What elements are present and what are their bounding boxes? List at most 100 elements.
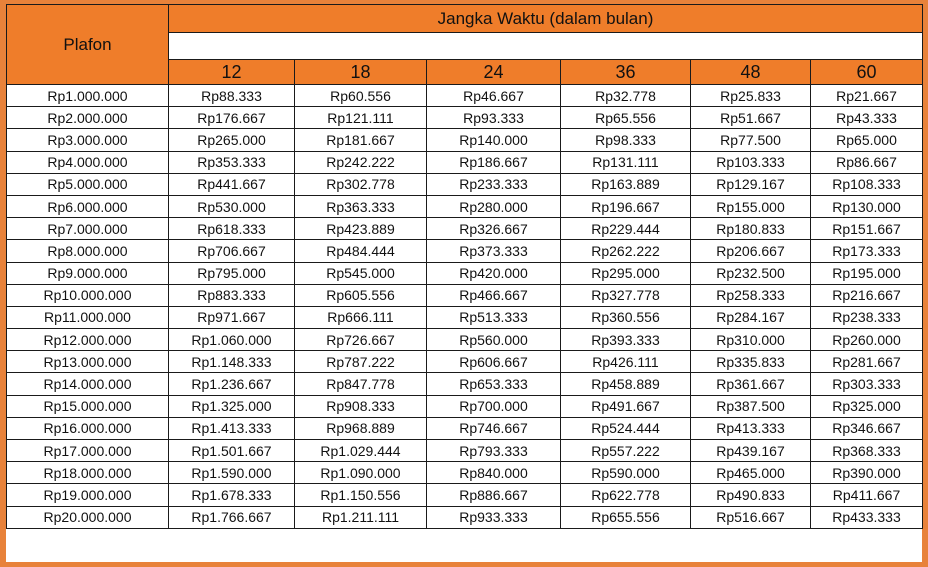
installment-cell: Rp181.667 xyxy=(294,128,427,152)
installment-cell: Rp93.333 xyxy=(426,106,561,130)
plafon-cell: Rp5.000.000 xyxy=(6,172,169,196)
installment-cell: Rp195.000 xyxy=(809,261,924,285)
table-row: Rp11.000.000 Rp971.667 Rp666.111 Rp513.333 R… xyxy=(6,305,924,330)
plafon-cell: Rp12.000.000 xyxy=(6,328,169,352)
installment-cell: Rp1.090.000 xyxy=(294,461,427,485)
installment-cell: Rp108.333 xyxy=(809,172,924,196)
plafon-cell: Rp15.000.000 xyxy=(6,394,169,418)
plafon-cell: Rp1.000.000 xyxy=(6,83,169,108)
installment-cell: Rp155.000 xyxy=(690,194,811,219)
installment-cell: Rp387.500 xyxy=(690,394,811,418)
installment-cell: Rp131.111 xyxy=(560,150,691,174)
installment-cell: Rp335.833 xyxy=(690,350,811,374)
installment-cell: Rp310.000 xyxy=(690,328,811,352)
term-header: Jangka Waktu (dalam bulan) xyxy=(167,4,924,33)
installment-cell: Rp420.000 xyxy=(426,261,561,285)
installment-cell: Rp180.833 xyxy=(690,217,811,241)
installment-cell: Rp21.667 xyxy=(809,83,924,108)
installment-table-frame: Plafon Jangka Waktu (dalam bulan) 12 18 … xyxy=(6,4,924,562)
installment-cell: Rp1.678.333 xyxy=(168,483,295,507)
installment-cell: Rp530.000 xyxy=(168,194,295,219)
installment-cell: Rp466.667 xyxy=(426,283,561,307)
table-row: Rp16.000.000 Rp1.413.333 Rp968.889 Rp746.66… xyxy=(6,416,924,441)
plafon-header: Plafon xyxy=(6,4,169,85)
installment-cell: Rp88.333 xyxy=(168,83,295,108)
installment-cell: Rp1.148.333 xyxy=(168,350,295,374)
installment-cell: Rp746.667 xyxy=(426,416,561,441)
plafon-cell: Rp13.000.000 xyxy=(6,350,169,374)
installment-cell: Rp618.333 xyxy=(168,217,295,241)
installment-cell: Rp353.333 xyxy=(168,150,295,174)
installment-cell: Rp439.167 xyxy=(690,438,811,463)
installment-cell: Rp883.333 xyxy=(168,283,295,307)
table-row: Rp10.000.000 Rp883.333 Rp605.556 Rp466.667 R… xyxy=(6,283,924,307)
installment-cell: Rp368.333 xyxy=(809,438,924,463)
installment-cell: Rp666.111 xyxy=(294,305,427,330)
plafon-cell: Rp10.000.000 xyxy=(6,283,169,307)
plafon-cell: Rp19.000.000 xyxy=(6,483,169,507)
installment-cell: Rp360.556 xyxy=(560,305,691,330)
installment-cell: Rp653.333 xyxy=(426,372,561,396)
installment-cell: Rp622.778 xyxy=(560,483,691,507)
installment-cell: Rp1.590.000 xyxy=(168,461,295,485)
installment-cell: Rp545.000 xyxy=(294,261,427,285)
installment-cell: Rp121.111 xyxy=(294,106,427,130)
installment-cell: Rp726.667 xyxy=(294,328,427,352)
installment-cell: Rp441.667 xyxy=(168,172,295,196)
installment-cell: Rp1.236.667 xyxy=(168,372,295,396)
installment-cell: Rp295.000 xyxy=(560,261,691,285)
month-header: 60 xyxy=(809,59,924,85)
installment-cell: Rp238.333 xyxy=(809,305,924,330)
installment-cell: Rp1.501.667 xyxy=(168,438,295,463)
installment-cell: Rp706.667 xyxy=(168,239,295,263)
table-row: Rp6.000.000 Rp530.000 Rp363.333 Rp280.000 Rp… xyxy=(6,194,924,219)
table-row: Rp1.000.000 Rp88.333 Rp60.556 Rp46.667 Rp32.… xyxy=(6,83,924,108)
installment-cell: Rp232.500 xyxy=(690,261,811,285)
plafon-cell: Rp3.000.000 xyxy=(6,128,169,152)
installment-cell: Rp98.333 xyxy=(560,128,691,152)
installment-cell: Rp43.333 xyxy=(809,106,924,130)
table-row: Rp4.000.000 Rp353.333 Rp242.222 Rp186.667 Rp… xyxy=(6,150,924,174)
plafon-cell: Rp11.000.000 xyxy=(6,305,169,330)
installment-cell: Rp173.333 xyxy=(809,239,924,263)
installment-cell: Rp1.211.111 xyxy=(294,505,427,529)
installment-cell: Rp325.000 xyxy=(809,394,924,418)
installment-cell: Rp281.667 xyxy=(809,350,924,374)
installment-cell: Rp423.889 xyxy=(294,217,427,241)
table-row: Rp20.000.000 Rp1.766.667 Rp1.211.111 Rp933.… xyxy=(6,505,924,529)
installment-cell: Rp25.833 xyxy=(690,83,811,108)
installment-cell: Rp46.667 xyxy=(426,83,561,108)
installment-cell: Rp303.333 xyxy=(809,372,924,396)
table-row: Rp2.000.000 Rp176.667 Rp121.111 Rp93.333 Rp6… xyxy=(6,106,924,130)
installment-cell: Rp847.778 xyxy=(294,372,427,396)
installment-cell: Rp206.667 xyxy=(690,239,811,263)
installment-table: Plafon Jangka Waktu (dalam bulan) 12 18 … xyxy=(6,4,924,529)
installment-cell: Rp233.333 xyxy=(426,172,561,196)
table-row: Rp19.000.000 Rp1.678.333 Rp1.150.556 Rp886.… xyxy=(6,483,924,507)
month-header: 12 xyxy=(168,59,295,85)
installment-cell: Rp151.667 xyxy=(809,217,924,241)
installment-cell: Rp326.667 xyxy=(426,217,561,241)
installment-cell: Rp700.000 xyxy=(426,394,561,418)
month-header: 48 xyxy=(690,59,811,85)
month-header: 18 xyxy=(294,59,427,85)
installment-cell: Rp302.778 xyxy=(294,172,427,196)
table-row: Rp14.000.000 Rp1.236.667 Rp847.778 Rp653.33… xyxy=(6,372,924,396)
installment-cell: Rp933.333 xyxy=(426,505,561,529)
plafon-cell: Rp6.000.000 xyxy=(6,194,169,219)
installment-cell: Rp458.889 xyxy=(560,372,691,396)
installment-cell: Rp260.000 xyxy=(809,328,924,352)
installment-cell: Rp65.556 xyxy=(560,106,691,130)
installment-cell: Rp411.667 xyxy=(809,483,924,507)
installment-cell: Rp86.667 xyxy=(809,150,924,174)
table-row: Rp7.000.000 Rp618.333 Rp423.889 Rp326.667 Rp… xyxy=(6,217,924,241)
installment-cell: Rp163.889 xyxy=(560,172,691,196)
table-row: Rp15.000.000 Rp1.325.000 Rp908.333 Rp700.00… xyxy=(6,394,924,418)
plafon-cell: Rp9.000.000 xyxy=(6,261,169,285)
installment-cell: Rp327.778 xyxy=(560,283,691,307)
installment-cell: Rp103.333 xyxy=(690,150,811,174)
plafon-cell: Rp2.000.000 xyxy=(6,106,169,130)
installment-cell: Rp513.333 xyxy=(426,305,561,330)
installment-cell: Rp1.766.667 xyxy=(168,505,295,529)
installment-cell: Rp242.222 xyxy=(294,150,427,174)
